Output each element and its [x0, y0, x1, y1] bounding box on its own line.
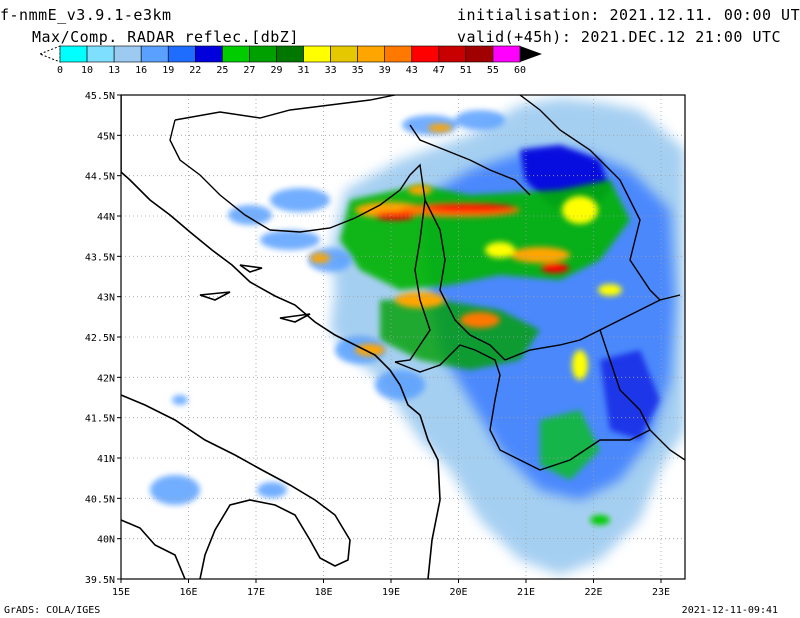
- albania-coast: [419, 414, 441, 579]
- lon-label: 20E: [449, 587, 467, 598]
- run-timestamp: 2021-12-11-09:41: [681, 605, 778, 616]
- lat-label: 45.5N: [85, 91, 115, 102]
- scale-label: 16: [135, 65, 147, 76]
- border-albania-macedonia: [394, 344, 661, 471]
- product-title: Max/Comp. RADAR reflec.[dbZ]: [32, 28, 299, 46]
- valid-time: valid(+45h): 2021.DEC.12 21:00 UTC: [457, 28, 782, 46]
- dalmatian-islands: [199, 264, 311, 323]
- scale-label: 60: [514, 65, 526, 76]
- scale-label: 19: [162, 65, 174, 76]
- lon-label: 16E: [179, 587, 197, 598]
- scale-label: 39: [379, 65, 391, 76]
- scale-label: 27: [243, 65, 255, 76]
- lat-label: 39.5N: [85, 575, 115, 586]
- border-montenegro-serbia: [424, 199, 506, 361]
- scale-label: 13: [108, 65, 120, 76]
- scale-label: 51: [460, 65, 472, 76]
- lon-label: 21E: [517, 587, 535, 598]
- lat-label: 40N: [97, 535, 115, 546]
- scale-label: 35: [352, 65, 364, 76]
- lon-label: 17E: [247, 587, 265, 598]
- initialisation-time: initialisation: 2021.12.11. 00:00 UTC: [457, 6, 800, 24]
- radar-intense-cores: [310, 124, 622, 525]
- lat-label: 42N: [97, 373, 115, 384]
- adriatic-east-coast: [121, 171, 421, 416]
- radar-echo-layer: [150, 98, 685, 575]
- border-slovenia-croatia: [174, 95, 396, 121]
- scale-label: 33: [325, 65, 337, 76]
- lat-label: 44.5N: [85, 172, 115, 183]
- lon-label: 18E: [314, 587, 332, 598]
- gridlines: [121, 95, 685, 579]
- model-title: f-nmmE_v3.9.1-e3km: [0, 6, 172, 24]
- scale-label: 0: [57, 65, 63, 76]
- scale-label: 43: [406, 65, 418, 76]
- radar-scatter-west: [150, 110, 505, 505]
- border-croatia-serbia: [409, 124, 531, 196]
- lat-label: 41.5N: [85, 414, 115, 425]
- coastlines: [121, 95, 441, 579]
- scale-label: 10: [81, 65, 93, 76]
- border-greece-bulgaria: [659, 439, 685, 461]
- lon-label: 22E: [584, 587, 602, 598]
- italy-gulf-coast: [121, 519, 186, 579]
- lon-label: 19E: [382, 587, 400, 598]
- lat-label: 42.5N: [85, 333, 115, 344]
- scale-label: 22: [189, 65, 201, 76]
- italy-heel-coast: [121, 394, 351, 579]
- lat-label: 45N: [97, 131, 115, 142]
- border-bosnia: [269, 163, 431, 363]
- scale-label: 55: [487, 65, 499, 76]
- scale-high-arrow: [520, 46, 542, 62]
- grads-credit: GrADS: COLA/IGES: [4, 605, 101, 616]
- lon-label: 23E: [652, 587, 670, 598]
- longitude-axis: 15E 16E 17E 18E 19E 20E 21E 22E 23E: [112, 579, 670, 598]
- radar-green-mid: [380, 300, 540, 370]
- scale-label: 25: [216, 65, 228, 76]
- lat-label: 43.5N: [85, 252, 115, 263]
- latitude-axis: 45.5N 45N 44.5N 44N 43.5N 43N 42.5N 42N 41.5N 41N…: [85, 91, 121, 586]
- lat-label: 43N: [97, 293, 115, 304]
- scale-label: 29: [270, 65, 282, 76]
- scale-label: 31: [298, 65, 310, 76]
- lat-label: 40.5N: [85, 494, 115, 505]
- lat-label: 44N: [97, 212, 115, 223]
- border-croatia-inland: [169, 119, 271, 231]
- country-borders: [169, 95, 685, 471]
- color-scale: 0 10 13 16 19 22 25 27 29 31 33 35 39 43 47 51 55 60: [40, 45, 542, 76]
- border-serbia-romania-bulgaria: [519, 95, 661, 301]
- lon-label: 15E: [112, 587, 130, 598]
- border-macedonia-bulgaria: [599, 329, 651, 431]
- radar-green-south: [540, 410, 600, 480]
- scale-label: 47: [433, 65, 445, 76]
- lat-label: 41N: [97, 454, 115, 465]
